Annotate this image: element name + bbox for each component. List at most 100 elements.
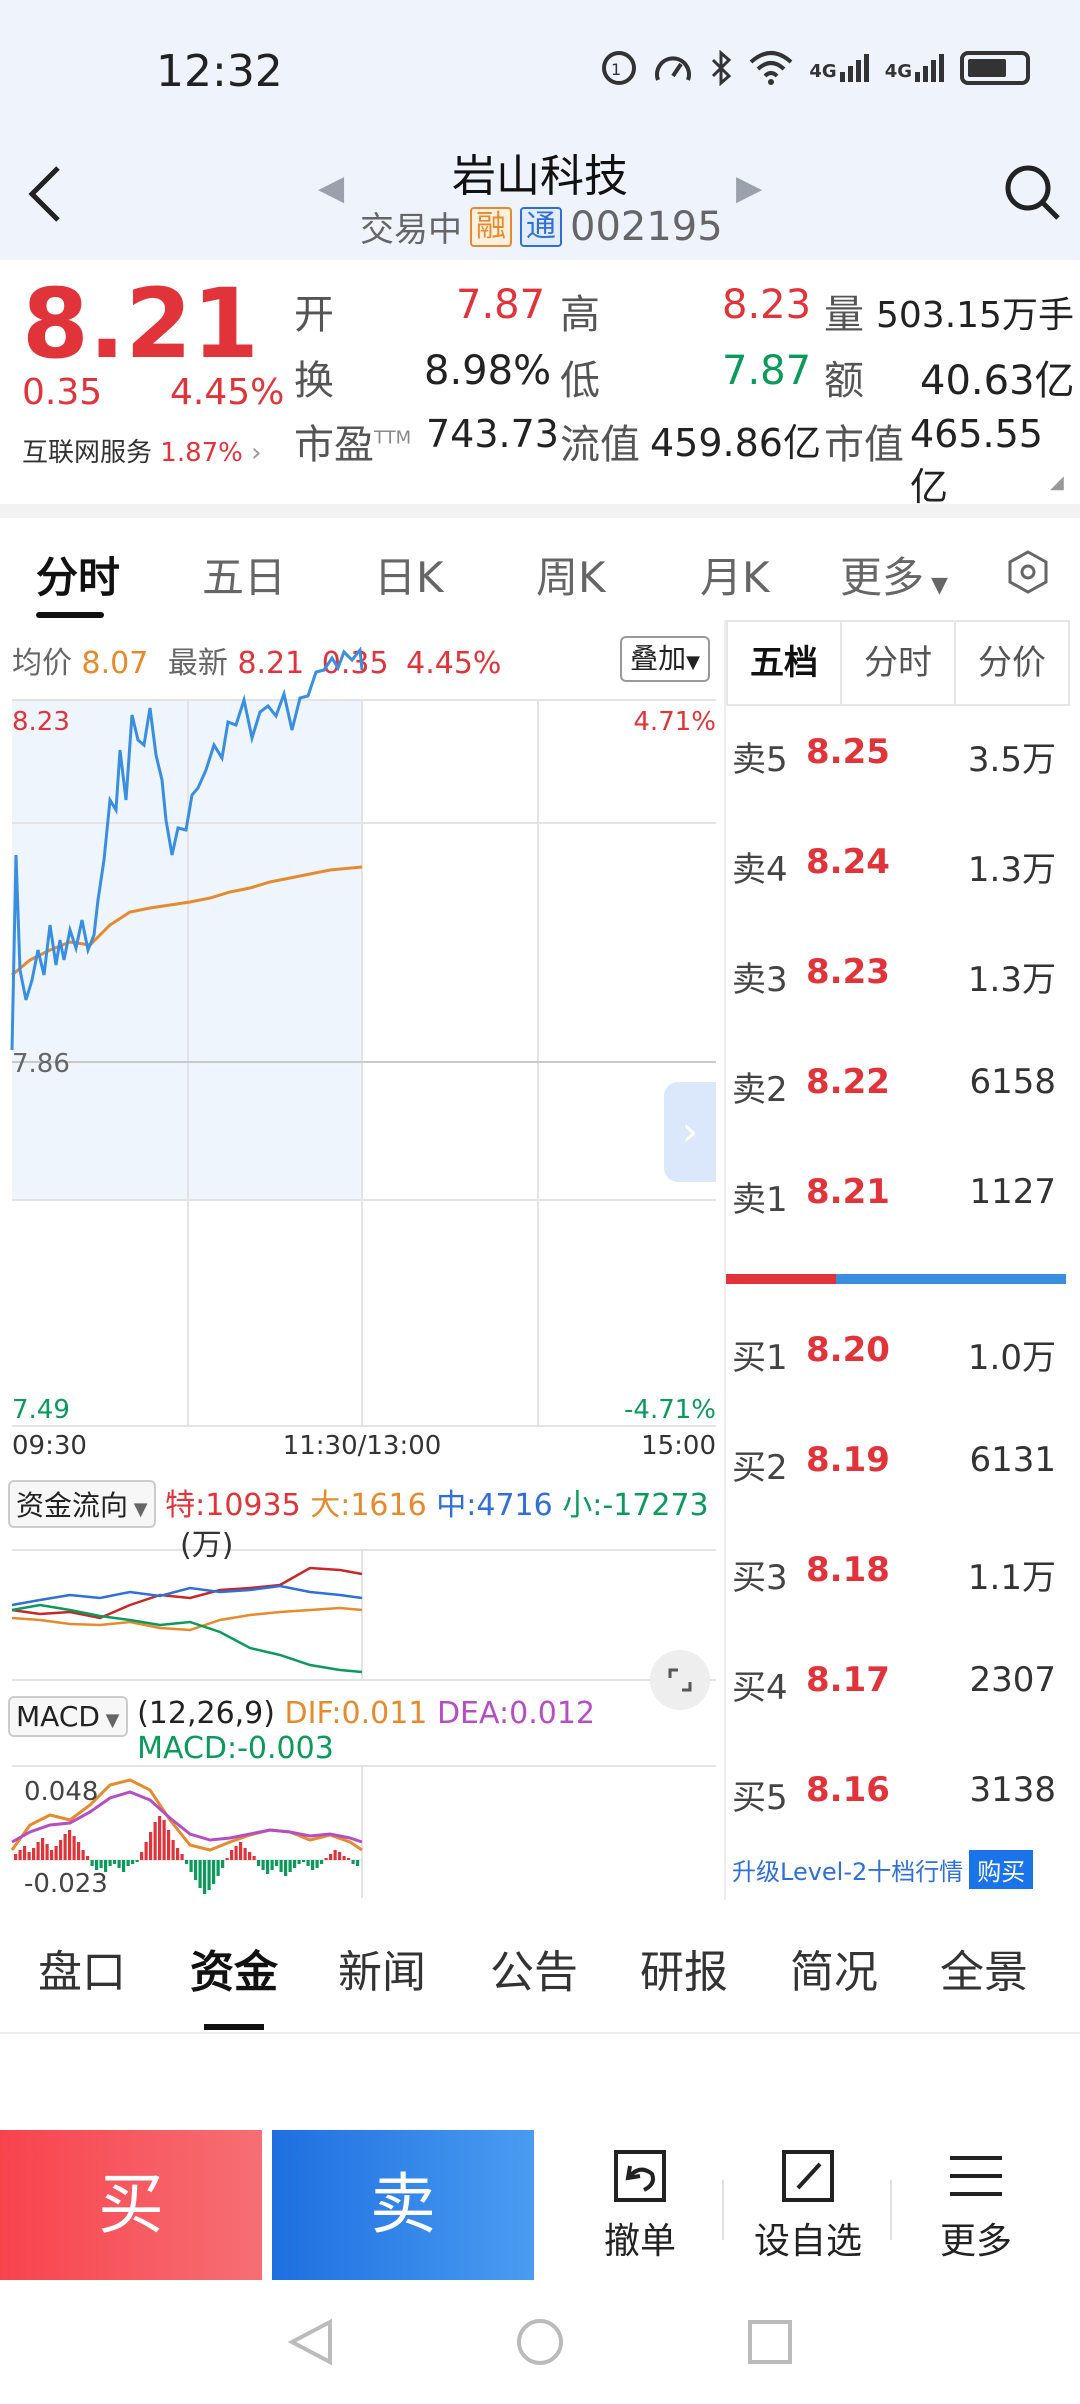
overlay-button[interactable]: 叠加▼ <box>620 636 710 682</box>
macd-bar <box>68 1830 72 1860</box>
tab-announcements[interactable]: 公告 <box>490 1947 578 1998</box>
add-watchlist-button[interactable]: 设自选 <box>728 2146 888 2264</box>
macd-bar <box>212 1860 216 1884</box>
pe-sup: TTM <box>374 427 412 449</box>
order-row-buy[interactable]: 买2 8.19 6131 <box>726 1440 1070 1500</box>
high-value: 8.23 <box>722 282 812 328</box>
tab-funds[interactable]: 资金 <box>190 1947 278 1998</box>
flow-selector[interactable]: 资金流向 ▼ <box>8 1480 156 1528</box>
cancel-order-button[interactable]: 撤单 <box>560 2146 720 2264</box>
tab-underline <box>204 2024 264 2030</box>
intraday-chart: 均价 8.07 最新 8.21 0.35 4.45% 叠加▼ <box>0 620 722 1900</box>
tab-orderbook[interactable]: 盘口 <box>38 1947 126 1998</box>
level-price: 8.20 <box>806 1330 890 1370</box>
dea-value: DEA:0.012 <box>436 1696 595 1731</box>
macd-bar <box>306 1860 310 1866</box>
macd-legend: MACD ▼ (12,26,9) DIF:0.011 DEA:0.012 MAC… <box>8 1696 722 1766</box>
more-button[interactable]: 更多 <box>896 2146 1056 2264</box>
search-icon[interactable] <box>1002 162 1062 222</box>
prev-stock-icon[interactable]: ◀ <box>318 168 345 208</box>
tab-weekly-k[interactable]: 周K <box>536 553 606 602</box>
turnover-label-text: 换 <box>294 358 334 404</box>
tab-monthly-k[interactable]: 月K <box>700 553 770 602</box>
order-row-buy[interactable]: 买4 8.17 2307 <box>726 1660 1070 1720</box>
flow-da: 大:1616 <box>310 1488 426 1523</box>
settings-hex-icon[interactable] <box>1004 548 1052 600</box>
expand-panel-button[interactable]: › <box>664 1082 716 1182</box>
nav-recents-icon[interactable] <box>748 2320 792 2364</box>
macd-bar <box>153 1822 157 1860</box>
back-icon[interactable] <box>24 158 64 245</box>
industry-pct: 1.87% <box>160 438 243 468</box>
macd-bar <box>279 1860 283 1872</box>
nav-home-icon[interactable] <box>517 2319 563 2365</box>
flow-selector-label: 资金流向 <box>16 1489 129 1522</box>
industry-link[interactable]: 互联网服务 1.87% › <box>22 432 262 469</box>
tab-news[interactable]: 新闻 <box>338 1947 426 1998</box>
tab-five-day[interactable]: 五日 <box>202 553 287 602</box>
y-mid-label: 7.86 <box>12 1049 70 1079</box>
tab-research[interactable]: 研报 <box>640 1947 728 1998</box>
level-price: 8.25 <box>806 732 890 772</box>
buy-button[interactable]: 买 <box>0 2130 262 2280</box>
flow-da-value: 1616 <box>350 1488 427 1523</box>
order-row-buy[interactable]: 买1 8.20 1.0万 <box>726 1330 1070 1390</box>
order-row-sell[interactable]: 卖3 8.23 1.3万 <box>726 952 1070 1012</box>
tab-intraday[interactable]: 分时 <box>36 553 121 602</box>
float-label-text: 流值 <box>560 422 640 468</box>
level-label: 买1 <box>732 1338 788 1378</box>
macd-bar <box>185 1860 189 1864</box>
tab-more[interactable]: 更多 ▼ <box>840 544 948 605</box>
wifi-icon <box>750 51 793 85</box>
expand-corner-icon[interactable]: ◢ <box>1050 472 1064 493</box>
stock-name: 岩山科技 <box>452 151 628 202</box>
macd-selector[interactable]: MACD ▼ <box>8 1696 128 1737</box>
level-label: 卖2 <box>732 1070 788 1110</box>
quote-panel: 8.21 0.35 4.45% 互联网服务 1.87% › 开 7.87 高 8… <box>0 260 1080 510</box>
level2-buy-button[interactable]: 购买 <box>969 1850 1034 1889</box>
flow-xiao-label: 小: <box>562 1488 603 1523</box>
pe-label-text: 市盈 <box>294 422 374 468</box>
macd-bar <box>122 1860 126 1872</box>
macd-bar <box>248 1852 252 1860</box>
tab-five-levels[interactable]: 五档 <box>728 622 842 704</box>
level2-promo[interactable]: 升级Level-2十档行情 购买 <box>732 1850 1034 1889</box>
divider <box>890 2180 892 2240</box>
flow-unit: (万) <box>180 1528 234 1563</box>
tab-daily-k[interactable]: 日K <box>374 553 444 602</box>
time-mid-label: 11:30/13:00 <box>283 1431 442 1461</box>
mcap-value: 465.55亿 <box>910 412 1043 509</box>
macd-bar <box>63 1834 67 1860</box>
order-row-sell[interactable]: 卖2 8.22 6158 <box>726 1062 1070 1122</box>
macd-bar <box>284 1860 288 1876</box>
level2-text: 升级Level-2十档行情 <box>732 1858 964 1886</box>
price-line <box>10 646 364 1051</box>
order-row-sell[interactable]: 卖5 8.25 3.5万 <box>726 732 1070 792</box>
fullscreen-icon[interactable] <box>650 1650 710 1710</box>
macd-bar <box>59 1840 63 1860</box>
dropdown-icon: ▼ <box>99 1710 120 1731</box>
order-row-buy[interactable]: 买5 8.16 3138 <box>726 1770 1070 1830</box>
order-row-buy[interactable]: 买3 8.18 1.1万 <box>726 1550 1070 1610</box>
order-row-sell[interactable]: 卖1 8.21 1127 <box>726 1172 1070 1232</box>
status-time: 12:32 <box>156 46 283 97</box>
edit-icon <box>782 2150 834 2202</box>
bid-ask-ratio-bar <box>726 1274 1066 1284</box>
macd-bar <box>32 1848 36 1860</box>
nav-back-icon[interactable] <box>287 2318 332 2366</box>
sell-button[interactable]: 卖 <box>272 2130 534 2280</box>
tab-overview[interactable]: 全景 <box>940 1947 1028 1998</box>
open-cell: 开 <box>294 282 334 340</box>
network-type-2: 4G <box>884 61 912 82</box>
next-stock-icon[interactable]: ▶ <box>736 168 763 208</box>
macd-bar <box>90 1860 94 1866</box>
stock-header: ◀ 岩山科技 ▶ 交易中 融 通 002195 <box>0 140 1080 260</box>
action-bar: 买 卖 撤单 设自选 更多 <box>0 2130 1080 2280</box>
tab-ticks[interactable]: 分时 <box>842 622 956 704</box>
turnover-label: 换 <box>294 348 334 406</box>
tab-profile[interactable]: 简况 <box>790 1947 878 1998</box>
order-row-sell[interactable]: 卖4 8.24 1.3万 <box>726 842 1070 902</box>
stock-code: 002195 <box>570 203 723 250</box>
tab-price-distribution[interactable]: 分价 <box>978 643 1046 683</box>
macd-bar <box>117 1860 121 1868</box>
